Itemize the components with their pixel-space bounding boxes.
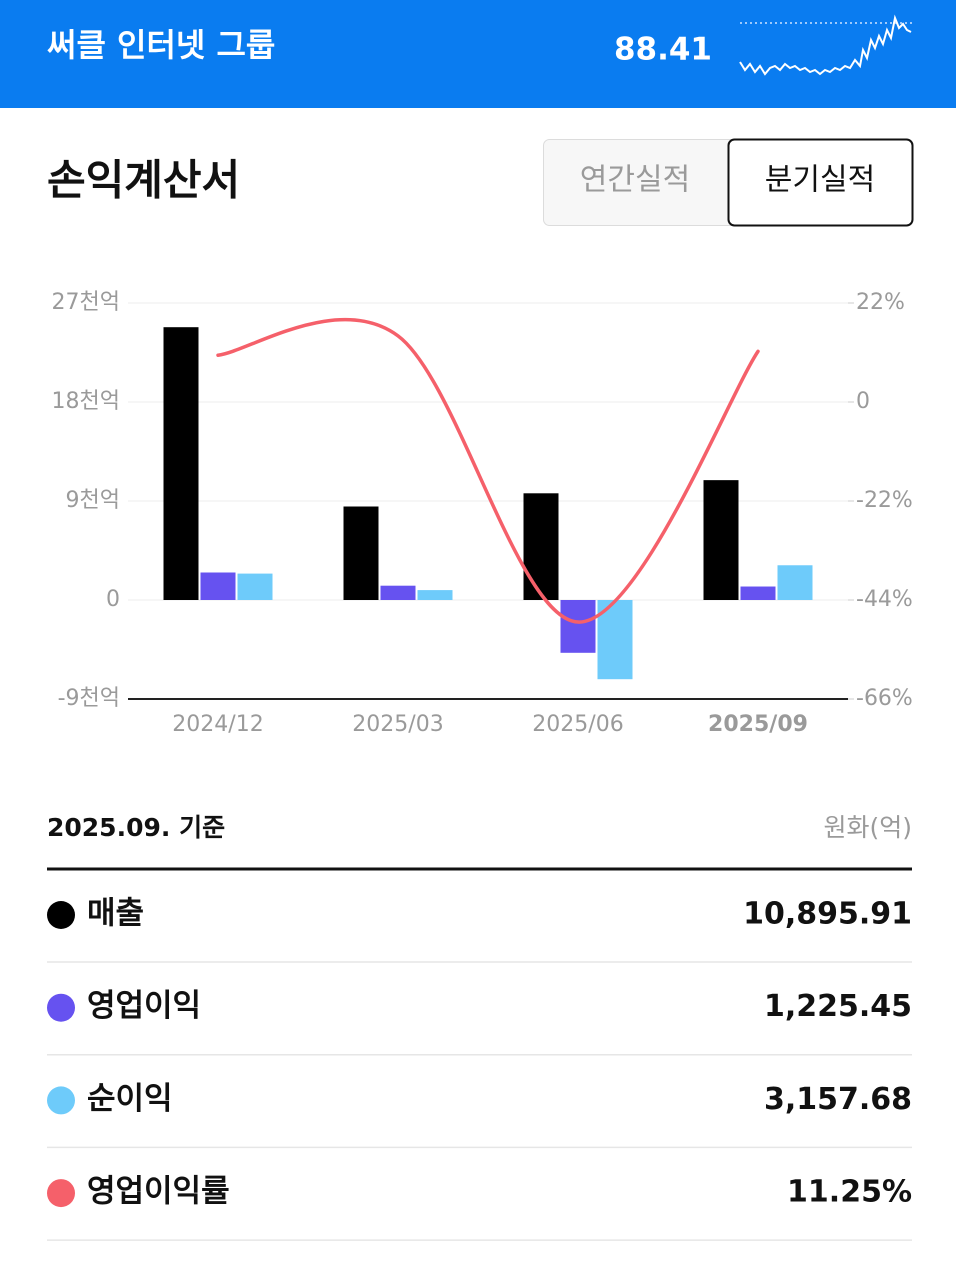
x-tick-label: 2025/03: [352, 712, 443, 737]
y2-tick-label: 0: [856, 389, 870, 414]
margin-line: [216, 317, 760, 624]
x-tick-label: 2025/09: [708, 712, 808, 737]
bar: [343, 506, 379, 600]
bar: [380, 585, 416, 600]
tab-quarterly[interactable]: 분기실적: [765, 163, 875, 198]
stock-price: 88.41: [614, 32, 712, 68]
legend-dot: [47, 901, 75, 929]
legend-dot: [47, 993, 75, 1022]
y-tick-label: 9천억: [66, 488, 120, 513]
row-value: 1,225.45: [764, 989, 912, 1024]
bar: [523, 493, 559, 600]
stock-name: 써클 인터넷 그룹: [47, 26, 275, 64]
row-value: 3,157.68: [764, 1082, 912, 1117]
unit-label: 원화(억): [823, 813, 912, 842]
x-tick-label: 2025/06: [532, 712, 623, 737]
row-name: 매출: [87, 896, 144, 932]
y2-tick-label: 22%: [856, 290, 905, 315]
bar: [200, 572, 236, 600]
bar: [740, 586, 776, 600]
bar: [560, 600, 596, 653]
tab-quarterly-selected[interactable]: [727, 138, 914, 227]
sparkline: [739, 14, 912, 76]
y-tick-label: 0: [106, 587, 120, 612]
tab-annual[interactable]: 연간실적: [580, 163, 690, 198]
bar: [777, 565, 813, 600]
header-bar: [0, 0, 956, 108]
bar: [163, 327, 199, 600]
y-tick-label: -9천억: [58, 686, 120, 711]
basis-date: 2025.09. 기준: [47, 813, 225, 842]
x-tick-label: 2024/12: [172, 712, 263, 737]
row-value: 11.25%: [787, 1175, 912, 1210]
bar: [417, 590, 453, 600]
row-value: 10,895.91: [743, 897, 912, 932]
legend-dot: [47, 1086, 75, 1115]
row-name: 영업이익률: [87, 1174, 230, 1210]
y-tick-label: 18천억: [52, 389, 120, 414]
y2-tick-label: -22%: [856, 488, 913, 513]
y2-tick-label: -66%: [856, 686, 913, 711]
y2-tick-label: -44%: [856, 587, 913, 612]
section-title: 손익계산서: [47, 156, 240, 205]
legend-dot: [47, 1179, 75, 1208]
bar: [237, 573, 273, 600]
row-name: 영업이익: [87, 988, 201, 1024]
bar: [703, 480, 739, 600]
y-tick-label: 27천억: [52, 290, 120, 315]
row-name: 순이익: [87, 1081, 173, 1117]
